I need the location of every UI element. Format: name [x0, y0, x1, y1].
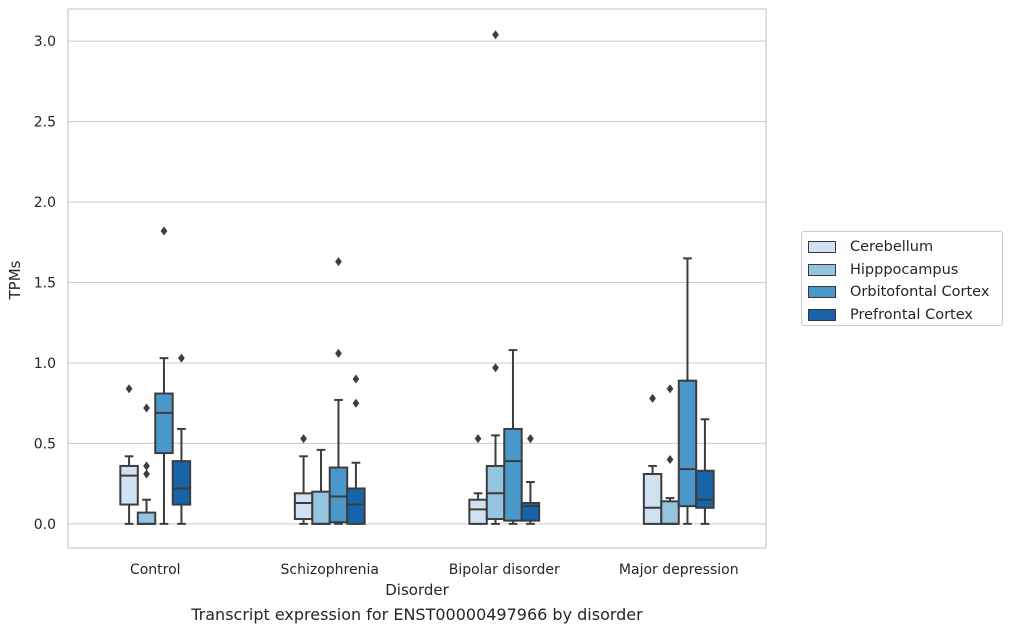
box-iqr: [695, 469, 715, 509]
legend-label: Cerebellum: [850, 239, 934, 256]
box-iqr: [677, 379, 698, 508]
box-cerebellum: [293, 434, 314, 525]
grid-lines: [68, 40, 766, 525]
legend-swatch: [808, 308, 836, 321]
outlier-point: [474, 434, 482, 444]
x-tick-labels: Control Schizophrenia Bipolar disorder Majo…: [130, 562, 739, 578]
box-orbitofontal-cortex: [503, 349, 523, 525]
box-cerebellum: [642, 393, 663, 525]
outlier-point: [527, 434, 534, 444]
x-tick-label: Schizophrenia: [281, 562, 379, 578]
x-tick-label: Major depression: [619, 562, 739, 578]
box-prefrontal-cortex: [520, 434, 541, 525]
x-tick-label: Control: [130, 562, 181, 578]
legend-item: Prefrontal Cortex: [808, 304, 1002, 327]
box-iqr: [119, 464, 139, 506]
legend: Cerebellum Hipppocampus Orbitofontal Corte…: [801, 231, 1003, 326]
outlier-point: [352, 398, 360, 408]
box-cerebellum: [468, 434, 488, 525]
box-prefrontal-cortex: [695, 418, 715, 525]
outlier-point: [666, 384, 674, 394]
legend-label: Prefrontal Cortex: [850, 306, 973, 323]
outlier-point: [178, 353, 185, 363]
box-prefrontal-cortex: [171, 353, 192, 525]
box-prefrontal-cortex: [346, 374, 366, 525]
box-orbitofontal-cortex: [328, 257, 349, 525]
box-iqr: [468, 498, 488, 525]
chart-caption: Transcript expression for ENST0000049796…: [191, 605, 643, 624]
y-tick-label: 3.0: [34, 34, 56, 50]
box-iqr: [311, 490, 331, 525]
outlier-point: [160, 226, 168, 236]
box-iqr: [293, 492, 314, 521]
outlier-point: [335, 348, 342, 358]
outlier-point: [143, 469, 150, 479]
box-iqr: [642, 472, 663, 525]
outlier-point: [649, 393, 656, 403]
x-tick-label: Bipolar disorder: [449, 562, 560, 578]
legend-label: Orbitofontal Cortex: [850, 284, 990, 301]
y-tick-label: 1.5: [34, 276, 56, 292]
legend-swatch: [808, 263, 836, 276]
legend-item: Hipppocampus: [808, 259, 1002, 282]
outlier-point: [666, 455, 674, 465]
legend-label: Hipppocampus: [850, 261, 959, 278]
box-cerebellum: [119, 384, 139, 525]
legend-item: Orbitofontal Cortex: [808, 281, 1002, 304]
legend-swatch: [808, 241, 836, 254]
box-hipppocampus: [660, 384, 680, 525]
outlier-point: [492, 30, 499, 40]
box-layer: [119, 30, 715, 525]
y-tick-labels: 0.0 0.5 1.0 1.5 2.0 2.5 3.0: [34, 34, 56, 533]
box-hipppocampus: [311, 448, 331, 525]
y-tick-label: 0.5: [34, 436, 56, 452]
box-hipppocampus: [485, 30, 506, 525]
box-hipppocampus: [136, 403, 157, 525]
outlier-point: [352, 374, 360, 384]
outlier-point: [143, 461, 150, 471]
box-iqr: [154, 392, 174, 455]
outlier-point: [300, 434, 307, 444]
outlier-point: [335, 257, 342, 267]
y-tick-label: 2.5: [34, 115, 56, 131]
y-axis-label: TPMs: [6, 260, 24, 300]
plot-frame: [67, 8, 767, 549]
legend-item: Cerebellum: [808, 236, 1002, 259]
outlier-point: [143, 403, 150, 413]
box-orbitofontal-cortex: [154, 226, 174, 525]
legend-swatch: [808, 286, 836, 299]
box-iqr: [328, 466, 349, 524]
box-iqr: [520, 501, 541, 522]
y-tick-label: 0.0: [34, 517, 56, 533]
outlier-point: [492, 363, 499, 373]
box-orbitofontal-cortex: [677, 257, 698, 525]
box-iqr: [503, 427, 523, 522]
y-tick-label: 1.0: [34, 356, 56, 372]
box-iqr: [136, 511, 157, 525]
x-axis-label: Disorder: [385, 581, 449, 599]
y-tick-label: 2.0: [34, 195, 56, 211]
box-iqr: [346, 487, 366, 525]
box-iqr: [660, 500, 680, 525]
outlier-point: [125, 384, 133, 394]
box-iqr: [171, 460, 192, 506]
